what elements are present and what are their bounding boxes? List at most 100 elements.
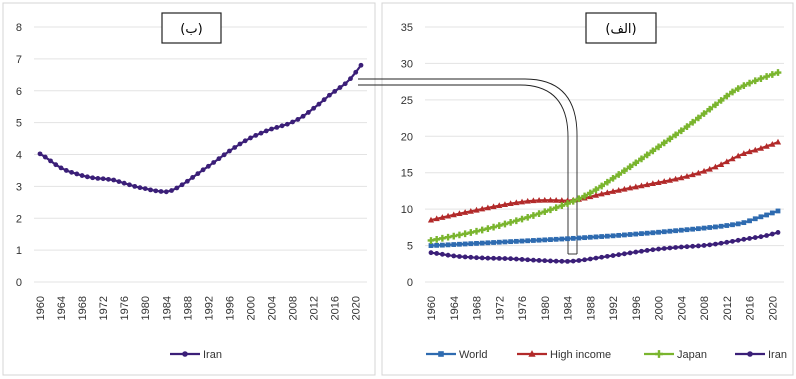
data-point [512, 217, 520, 225]
data-point [565, 258, 570, 264]
data-point [768, 71, 776, 78]
x-tick-label: 1964 [56, 296, 68, 320]
data-point [576, 258, 582, 263]
data-point [502, 256, 508, 261]
data-point [106, 176, 111, 182]
data-point [513, 199, 520, 206]
data-point [116, 179, 122, 184]
data-point [609, 188, 617, 194]
left-chart-title: (ب) [180, 22, 202, 37]
data-point [661, 246, 667, 251]
data-point [58, 165, 64, 171]
data-point [153, 188, 159, 194]
data-point [445, 252, 451, 258]
data-point [599, 234, 605, 239]
x-tick-label: 2020 [767, 296, 779, 320]
data-point [461, 230, 469, 238]
data-point [774, 69, 782, 76]
x-tick-label: 1968 [472, 296, 484, 320]
data-point [632, 183, 639, 190]
data-point [746, 148, 753, 155]
data-point [457, 254, 462, 259]
data-point [485, 255, 491, 261]
x-tick-label: 1984 [563, 296, 575, 320]
data-point [740, 150, 747, 157]
data-point [279, 123, 285, 129]
data-point [639, 248, 644, 254]
y-tick-label: 20 [401, 131, 413, 143]
data-point [132, 183, 138, 189]
data-point [593, 234, 599, 240]
y-tick-label: 25 [401, 95, 413, 107]
data-point [553, 258, 559, 264]
data-point [53, 162, 59, 168]
data-point [462, 241, 468, 247]
data-point [729, 88, 736, 96]
data-point [348, 76, 353, 82]
data-point [479, 255, 485, 261]
data-point [559, 236, 565, 242]
data-point [433, 215, 440, 222]
data-point [621, 185, 628, 192]
data-point [508, 239, 514, 245]
data-point [237, 141, 243, 147]
data-point [752, 216, 758, 222]
data-point [700, 110, 708, 117]
data-point [775, 230, 781, 235]
x-tick-label: 1984 [161, 296, 173, 320]
data-point [672, 175, 679, 182]
data-point [570, 235, 576, 241]
data-point [758, 214, 764, 220]
data-point [558, 197, 565, 203]
left-title-box: (ب) [161, 12, 222, 44]
data-point [690, 226, 696, 232]
data-point [678, 174, 685, 181]
data-point [615, 186, 622, 193]
data-point [221, 152, 227, 158]
x-tick-label: 2016 [330, 296, 342, 320]
data-point [321, 97, 327, 103]
data-point [604, 233, 610, 239]
data-point [598, 182, 606, 190]
y-tick-label: 35 [401, 22, 413, 34]
data-point [626, 184, 634, 191]
left-legend: Iran [170, 349, 222, 361]
data-point [764, 233, 770, 238]
data-point [137, 185, 143, 191]
y-tick-label: 15 [401, 168, 413, 180]
data-point [342, 81, 348, 87]
x-tick-label: 1960 [35, 296, 47, 320]
data-point [456, 231, 463, 239]
data-point [678, 227, 684, 233]
data-point [632, 159, 640, 167]
data-point [484, 225, 492, 232]
data-point [649, 147, 657, 155]
data-point [530, 257, 536, 263]
data-point [747, 218, 752, 224]
data-point [496, 239, 502, 245]
y-tick-label: 7 [16, 54, 22, 66]
data-point [305, 110, 311, 115]
data-point [689, 118, 697, 126]
data-point [462, 254, 468, 260]
legend-marker [747, 351, 753, 357]
data-point [660, 139, 668, 147]
data-point [712, 101, 719, 109]
data-point [598, 190, 605, 197]
data-point [525, 238, 531, 244]
data-point [300, 113, 306, 119]
data-point [656, 246, 661, 252]
data-point [570, 258, 576, 264]
data-point [451, 253, 457, 259]
data-point [42, 154, 48, 160]
data-point [695, 114, 702, 122]
data-point [695, 243, 701, 249]
right-title-box: (الف) [585, 12, 657, 44]
data-point [548, 258, 553, 264]
data-point [258, 130, 264, 136]
data-point [95, 176, 101, 181]
data-point [490, 203, 497, 210]
x-tick-label: 2016 [745, 296, 757, 320]
data-point [450, 211, 457, 218]
